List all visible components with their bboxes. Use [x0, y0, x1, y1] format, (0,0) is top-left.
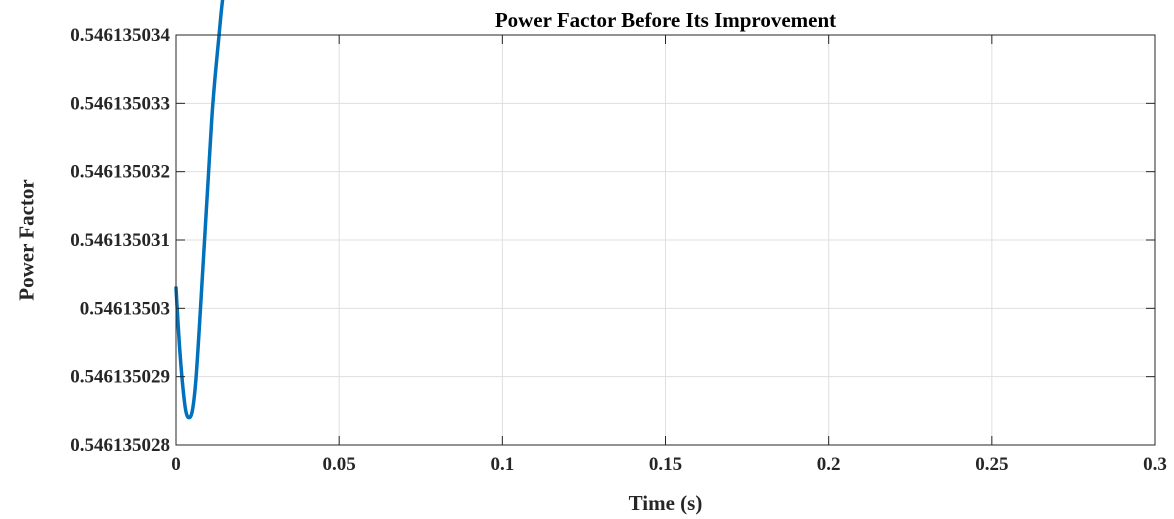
x-tick-label: 0.25	[975, 454, 1008, 475]
x-tick-label: 0	[171, 454, 181, 475]
y-tick-label: 0.546135028	[70, 435, 170, 456]
y-tick-label: 0.54613503	[80, 298, 170, 319]
y-tick-label: 0.546135031	[70, 230, 170, 251]
y-axis-title: Power Factor	[14, 179, 38, 300]
series-line	[174, 0, 225, 420]
x-tick-label: 0.15	[649, 454, 682, 475]
data-series	[174, 0, 225, 420]
x-tick-label: 0.05	[323, 454, 356, 475]
grid-lines	[176, 35, 1155, 445]
y-tick-label: 0.546135029	[70, 367, 170, 388]
x-tick-label: 0.2	[817, 454, 841, 475]
y-axis-ticks: 0.546135028 0.546135029 0.54613503 0.546135…	[70, 25, 1155, 456]
x-tick-label: 0.1	[490, 454, 514, 475]
y-tick-label: 0.546135032	[70, 162, 170, 183]
x-axis-title: Time (s)	[629, 491, 703, 515]
x-tick-label: 0.3	[1143, 454, 1167, 475]
y-tick-label: 0.546135033	[70, 93, 170, 114]
y-tick-label: 0.546135034	[70, 25, 170, 46]
x-axis-ticks: 0 0.05 0.1 0.15 0.2 0.25 0.3	[171, 35, 1167, 475]
chart-title: Power Factor Before Its Improvement	[495, 8, 836, 32]
